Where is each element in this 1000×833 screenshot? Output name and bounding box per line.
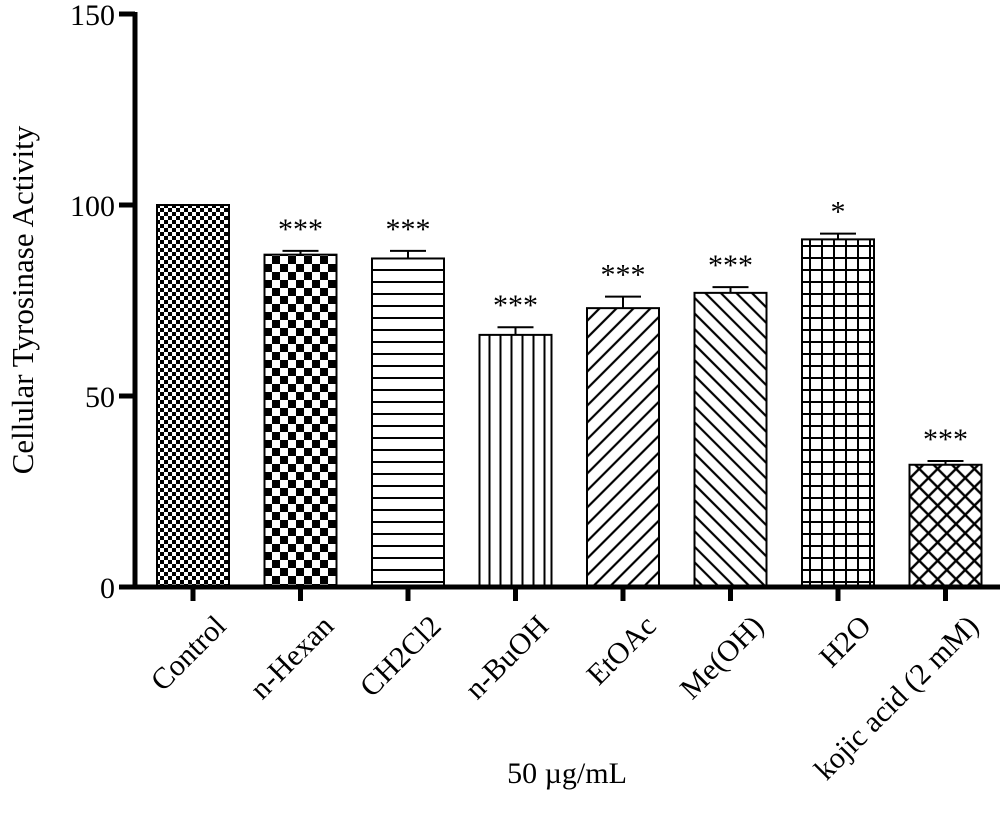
significance-label: *** <box>708 249 753 282</box>
significance-label: *** <box>386 213 431 246</box>
bar <box>586 307 660 588</box>
bar <box>371 257 445 588</box>
significance-label: *** <box>923 423 968 456</box>
x-tick-label: Control <box>144 609 232 697</box>
y-axis-ticks: 0 50 100 150 <box>70 0 135 605</box>
y-tick-label: 0 <box>100 572 115 605</box>
x-axis-title: 50 µg/mL <box>507 757 627 790</box>
x-tick-label: CH2Cl2 <box>354 609 448 703</box>
bar <box>908 463 983 589</box>
bar <box>478 333 553 588</box>
bars: *** ********* ******* <box>156 196 983 589</box>
bar <box>693 291 768 588</box>
y-axis-title: Cellular Tyrosinase Activity <box>5 125 40 474</box>
bar <box>263 253 338 588</box>
bar <box>156 204 230 588</box>
y-tick-label: 50 <box>85 381 115 414</box>
significance-label: * <box>831 196 846 229</box>
x-tick-label: n-BuOH <box>459 609 555 705</box>
bar <box>801 238 875 588</box>
x-tick-label: H2O <box>813 609 878 674</box>
significance-label: *** <box>278 213 323 246</box>
y-tick-label: 150 <box>70 0 115 32</box>
x-tick-label: n-Hexan <box>244 609 340 705</box>
x-tick-label: EtOAc <box>580 609 662 691</box>
y-tick-label: 100 <box>70 190 115 223</box>
significance-label: *** <box>601 259 646 292</box>
significance-label: *** <box>493 289 538 322</box>
x-tick-label: Me(OH) <box>674 609 770 705</box>
